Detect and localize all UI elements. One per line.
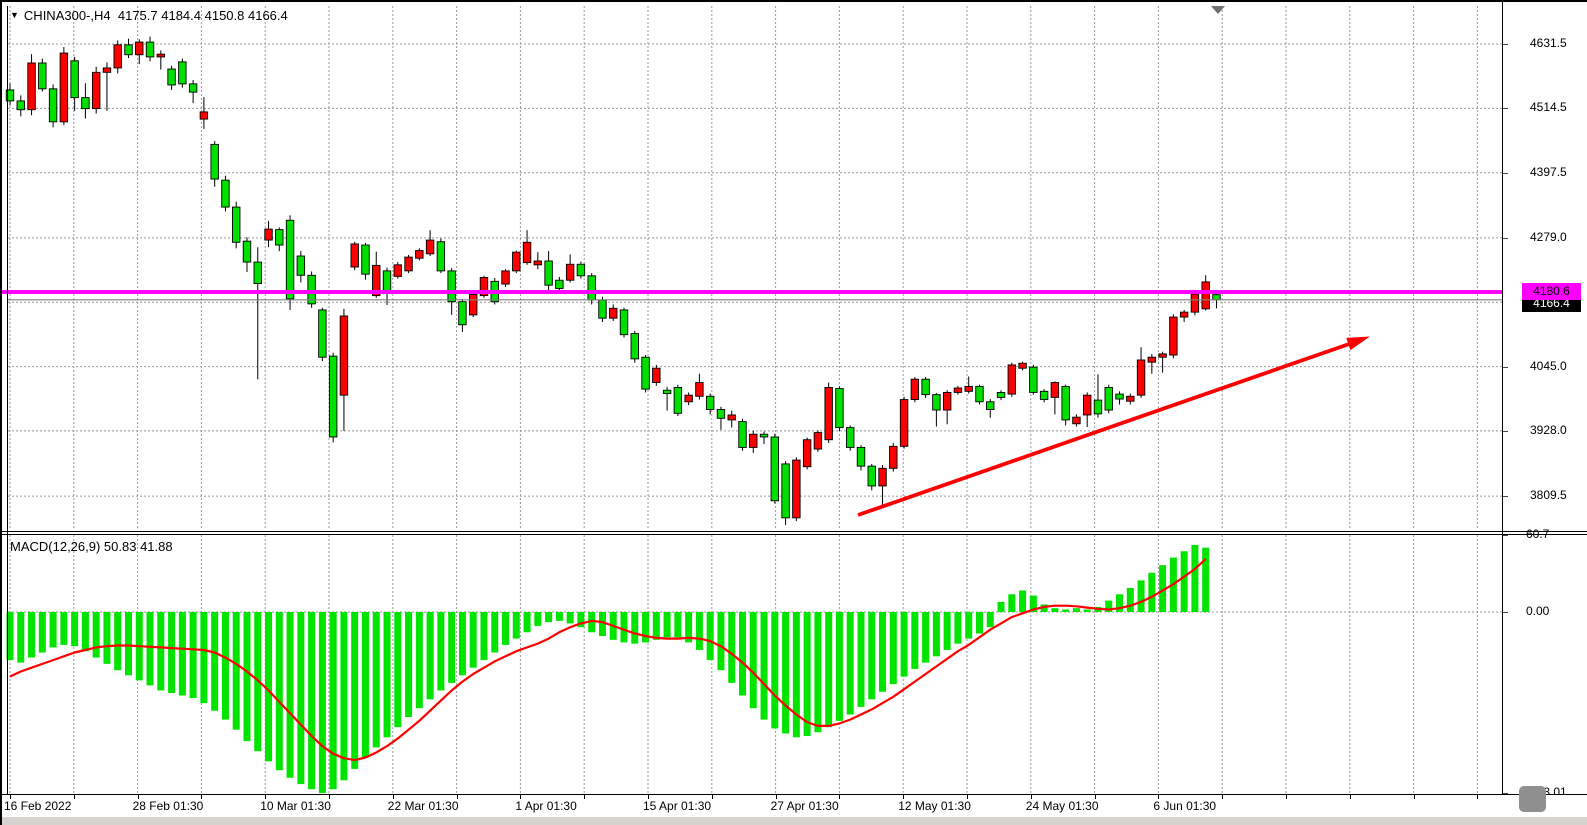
axis-floor-line xyxy=(2,794,1587,795)
price-axis-label: 0.00 xyxy=(1526,604,1550,618)
time-axis-tick xyxy=(1222,795,1224,799)
price-axis[interactable]: 4166.4 4180.6 4631.5 4514.5 4397.5 4279.0 40… xyxy=(1502,2,1587,799)
price-axis-label: 3809.5 xyxy=(1530,488,1567,503)
plot-left-border xyxy=(7,6,8,794)
axis-tick xyxy=(1502,237,1508,239)
time-axis-tick xyxy=(1030,795,1032,799)
time-axis-tick xyxy=(839,795,841,799)
price-axis-label: 3928.0 xyxy=(1530,422,1567,437)
time-axis-tick xyxy=(1094,795,1096,799)
axis-tick xyxy=(1502,612,1508,613)
time-axis-tick xyxy=(137,795,139,799)
price-axis-label: 4397.5 xyxy=(1530,164,1567,179)
macd-panel[interactable] xyxy=(2,535,1502,794)
resistance-line[interactable] xyxy=(2,289,1502,294)
symbol-caret-icon: ▼ xyxy=(10,10,19,20)
main-grid xyxy=(8,6,1502,530)
time-axis-tick xyxy=(520,795,522,799)
time-axis-tick xyxy=(10,795,11,799)
time-axis-tick xyxy=(392,795,394,799)
time-axis-tick xyxy=(1286,795,1287,799)
time-axis-tick xyxy=(1158,795,1160,799)
macd-histogram xyxy=(6,544,1210,793)
axis-tick xyxy=(1502,792,1508,794)
time-axis-label: 24 May 01:30 xyxy=(1025,799,1099,813)
time-axis[interactable]: 16 Feb 2022 28 Feb 01:30 10 Mar 01:30 22 Ma… xyxy=(2,794,1587,816)
time-axis-label: 10 Mar 01:30 xyxy=(260,799,331,813)
price-axis-label: 4514.5 xyxy=(1530,100,1567,115)
pane-separator[interactable] xyxy=(2,531,1587,532)
time-axis-label: 12 May 01:30 xyxy=(898,799,971,813)
axis-tick xyxy=(1502,44,1508,45)
macd-indicator-label: MACD(12,26,9) 50.83 41.88 xyxy=(10,539,173,554)
axis-tick xyxy=(1502,535,1508,537)
macd-signal-line xyxy=(9,558,1207,762)
candles-layer[interactable] xyxy=(5,36,1221,525)
time-axis-tick xyxy=(329,795,330,799)
time-axis-tick xyxy=(73,795,75,799)
axis-separator xyxy=(1502,2,1503,794)
time-axis-tick xyxy=(265,795,267,799)
chart-title: ▼ CHINA300-,H4 4175.7 4184.4 4150.8 4166.… xyxy=(10,8,288,23)
time-axis-tick xyxy=(456,795,458,799)
axis-tick xyxy=(1502,430,1508,432)
axis-tick xyxy=(1502,172,1508,174)
time-axis-tick xyxy=(648,795,649,799)
pane-separator-inner xyxy=(2,534,1587,535)
time-axis-label: 6 Jun 01:30 xyxy=(1153,799,1217,813)
price-axis-label: 4631.5 xyxy=(1530,36,1567,50)
scrollbar-thumb[interactable] xyxy=(1519,786,1546,812)
time-axis-tick xyxy=(903,795,905,799)
trend-arrow-line[interactable] xyxy=(857,341,1353,517)
symbol-period-label: CHINA300-,H4 xyxy=(23,8,111,23)
time-axis-label: 1 Apr 01:30 xyxy=(515,799,577,813)
time-axis-tick xyxy=(201,795,203,799)
chart-shift-marker-icon[interactable] xyxy=(1211,6,1225,14)
price-axis-label: 4279.0 xyxy=(1530,229,1567,244)
price-axis-label: 4045.0 xyxy=(1530,358,1567,373)
time-axis-label: 22 Mar 01:30 xyxy=(387,799,459,813)
main-chart[interactable] xyxy=(2,2,1502,531)
axis-tick xyxy=(1502,366,1508,368)
window-bottom-edge xyxy=(2,817,1587,825)
time-axis-label: 27 Apr 01:30 xyxy=(770,799,839,813)
time-axis-tick xyxy=(1349,795,1351,799)
time-axis-label: 28 Feb 01:30 xyxy=(132,799,204,813)
trend-arrow-head[interactable] xyxy=(1346,336,1370,351)
time-axis-tick xyxy=(1477,795,1479,799)
ohlc-readout: 4175.7 4184.4 4150.8 4166.4 xyxy=(117,8,288,23)
resistance-line-badge: 4180.6 xyxy=(1522,283,1581,300)
time-axis-label: 16 Feb 2022 xyxy=(4,799,72,813)
time-axis-tick xyxy=(711,795,713,799)
time-axis-tick xyxy=(775,795,777,799)
time-axis-label: 15 Apr 01:30 xyxy=(643,799,712,813)
axis-tick xyxy=(1502,496,1508,498)
time-axis-tick xyxy=(967,795,968,799)
time-axis-tick xyxy=(584,795,586,799)
time-axis-tick xyxy=(1413,795,1415,799)
axis-tick xyxy=(1502,108,1508,110)
